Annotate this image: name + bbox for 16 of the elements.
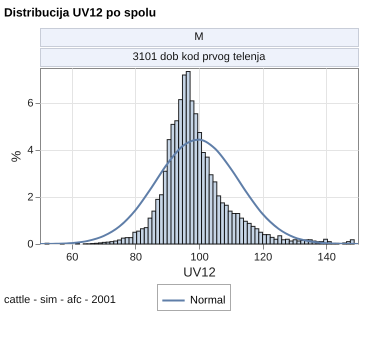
chart-title: Distribucija UV12 po spolu — [4, 6, 156, 20]
chart-subtitle: M — [194, 31, 204, 43]
x-tick-label: 140 — [318, 252, 336, 264]
y-tick-label: 0 — [27, 238, 34, 250]
x-tick-label: 80 — [130, 252, 142, 264]
x-tick-label: 120 — [254, 252, 272, 264]
x-tick-label: 60 — [66, 252, 78, 264]
x-axis-title: UV12 — [183, 264, 216, 280]
legend-label: Normal — [190, 294, 226, 306]
x-tick-label: 100 — [190, 252, 209, 264]
y-tick-label: 2 — [27, 192, 34, 204]
text: 3101 dob kod prvog telenja — [132, 51, 266, 63]
y-axis-title: % — [8, 150, 24, 162]
y-tick-label: 6 — [27, 98, 34, 110]
text: cattle - sim - afc - 2001 — [4, 294, 116, 306]
y-tick-label: 4 — [27, 144, 34, 157]
